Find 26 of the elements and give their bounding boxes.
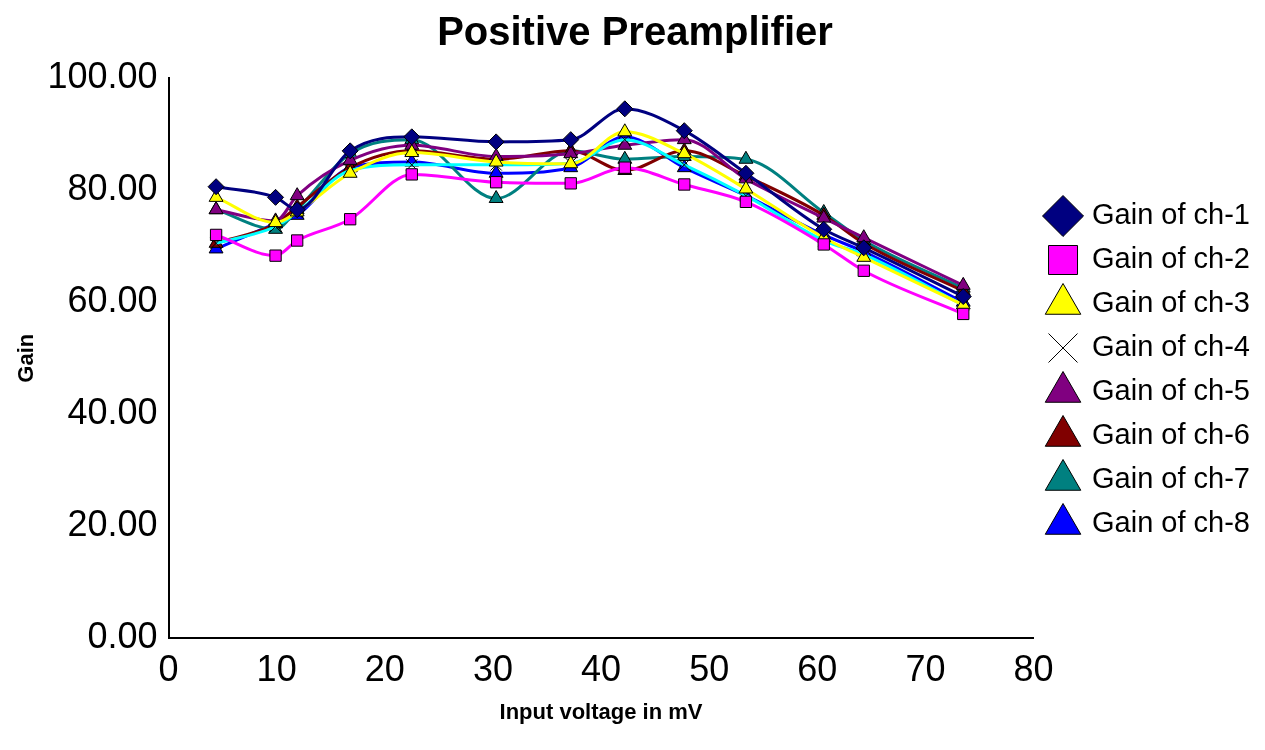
x-axis-title: Input voltage in mV xyxy=(499,698,703,724)
x-tick-label: 0 xyxy=(158,647,179,689)
legend-label: Gain of ch-6 xyxy=(1092,418,1251,450)
x-tick-label: 60 xyxy=(797,647,838,689)
y-tick-label: 80.00 xyxy=(67,167,158,208)
x-tick-label: 20 xyxy=(364,647,405,689)
x-tick-label: 30 xyxy=(472,647,513,689)
y-tick-label: 100.00 xyxy=(47,54,158,96)
legend-label: Gain of ch-8 xyxy=(1092,506,1251,538)
legend-label: Gain of ch-2 xyxy=(1092,242,1251,274)
legend-label: Gain of ch-4 xyxy=(1092,330,1251,362)
legend-label: Gain of ch-3 xyxy=(1092,286,1251,318)
x-tick-label: 10 xyxy=(256,647,297,689)
x-tick-label: 70 xyxy=(905,647,946,689)
y-tick-label: 0.00 xyxy=(87,615,158,657)
legend-label: Gain of ch-7 xyxy=(1092,462,1251,494)
y-axis-title: Gain xyxy=(13,333,39,383)
y-tick-label: 60.00 xyxy=(67,279,158,321)
chart-title: Positive Preamplifier xyxy=(437,9,833,54)
x-tick-label: 40 xyxy=(581,647,622,689)
legend-label: Gain of ch-1 xyxy=(1092,198,1251,230)
legend-label: Gain of ch-5 xyxy=(1092,374,1251,406)
y-tick-label: 40.00 xyxy=(67,391,158,433)
y-tick-label: 20.00 xyxy=(67,503,158,545)
x-tick-label: 50 xyxy=(689,647,730,689)
x-tick-label: 80 xyxy=(1013,647,1054,689)
